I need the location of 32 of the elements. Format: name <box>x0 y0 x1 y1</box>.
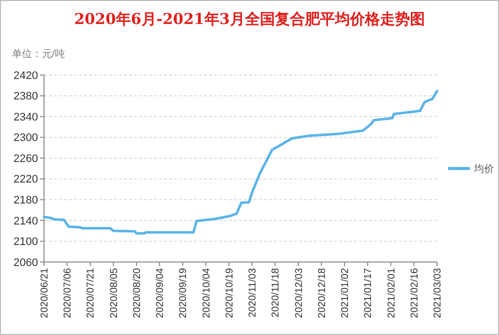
x-tick-label: 2020/11/18 <box>270 268 282 318</box>
x-tick-label: 2021/02/01 <box>386 268 398 318</box>
legend-label: 均价 <box>473 163 494 175</box>
x-tick-label: 2020/07/06 <box>62 268 74 318</box>
y-tick-label: 2260 <box>14 152 38 165</box>
y-tick-label: 2380 <box>14 90 38 103</box>
y-tick-label: 2180 <box>14 194 38 207</box>
x-tick-label: 2020/12/03 <box>294 268 305 318</box>
chart-title: 2020年6月-2021年3月全国复合肥平均价格走势图 <box>74 10 425 28</box>
y-tick-label: 2060 <box>14 256 38 269</box>
x-tick-label: 2020/09/04 <box>155 268 166 318</box>
x-tick-label: 2020/10/04 <box>201 268 212 318</box>
x-tick-label: 2020/11/03 <box>248 268 259 318</box>
x-tick-label: 2020/10/19 <box>224 268 236 318</box>
x-tick-label: 2020/09/19 <box>178 268 190 318</box>
line-series <box>42 90 438 235</box>
x-tick-label: 2020/07/21 <box>86 268 97 318</box>
y-tick-label: 2340 <box>14 111 38 124</box>
y-tick-label: 2420 <box>14 70 38 82</box>
x-tick-label: 2020/08/05 <box>108 268 120 318</box>
x-tick-label: 2021/01/17 <box>363 268 374 318</box>
x-tick-label: 2021/02/16 <box>409 268 420 318</box>
y-tick-label: 2220 <box>14 174 38 186</box>
y-tick-label: 2100 <box>14 236 38 248</box>
y-tick-label: 2140 <box>14 215 38 228</box>
x-tick-label: 2021/03/03 <box>432 268 444 318</box>
x-tick-label: 2020/12/18 <box>316 268 328 318</box>
y-axis-title: 单位：元/吨 <box>12 48 65 60</box>
x-tick-label: 2020/06/21 <box>40 268 50 318</box>
y-tick-label: 2300 <box>14 132 38 144</box>
x-tick-label: 2020/08/20 <box>132 268 143 318</box>
x-tick-label: 2021/01/02 <box>340 268 352 318</box>
